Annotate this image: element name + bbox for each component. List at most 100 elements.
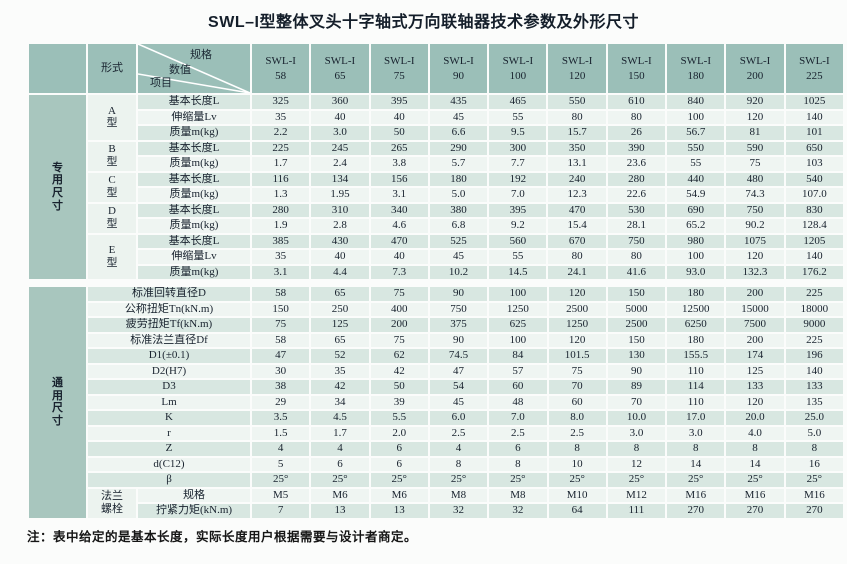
value-cell: 2.5: [429, 426, 488, 440]
value-cell: 110: [667, 395, 725, 409]
value-cell: 125: [726, 364, 784, 378]
value-cell: 16: [785, 457, 843, 471]
column-header-swl-i-90: SWL-I 90: [429, 44, 488, 93]
value-cell: 6.6: [429, 126, 488, 140]
value-cell: 23.6: [607, 157, 666, 171]
value-cell: 625: [489, 318, 547, 332]
tables-container: 形式 规格 数值 项目 SWL-I 58 SWL-I 65 SWL-I 75 SWL-I 90…: [27, 42, 845, 545]
model-prefix: SWL-I: [502, 54, 534, 67]
value-cell: 470: [548, 203, 606, 217]
value-cell: 5.0: [785, 426, 843, 440]
value-cell: 180: [667, 287, 725, 301]
value-cell: 155.5: [667, 349, 725, 363]
value-cell: 75: [252, 318, 310, 332]
table-row: D3 38 42 50 54 60 70 89 114 133 133: [29, 380, 843, 394]
value-cell: 1250: [548, 318, 606, 332]
row-label: 质量m(kg): [138, 219, 250, 233]
value-cell: 48: [489, 395, 547, 409]
table-header-row: 形式 规格 数值 项目 SWL-I 58 SWL-I 65 SWL-I 75 SWL-I 90…: [29, 44, 843, 93]
value-cell: 70: [607, 395, 666, 409]
value-cell: 54: [429, 380, 488, 394]
model-size: 180: [687, 69, 704, 82]
value-cell: 3.1: [370, 188, 428, 202]
value-cell: M6: [311, 488, 369, 502]
row-label: K: [88, 411, 251, 425]
value-cell: 225: [785, 333, 843, 347]
table-row: 公称扭矩Tn(kN.m) 150 250 400 750 1250 2500 5000 1250…: [29, 302, 843, 316]
value-cell: 100: [489, 333, 547, 347]
value-cell: 80: [607, 250, 666, 264]
value-cell: 12: [607, 457, 666, 471]
row-label: r: [88, 426, 251, 440]
model-size: 75: [393, 69, 405, 82]
value-cell: 3.5: [252, 411, 310, 425]
row-label: 基本长度L: [138, 95, 250, 109]
value-cell: 140: [785, 364, 843, 378]
value-cell: 590: [726, 141, 784, 155]
value-cell: 2.2: [252, 126, 310, 140]
column-header-swl-i-120: SWL-I 120: [548, 44, 606, 93]
value-cell: 134: [311, 172, 369, 186]
value-cell: 133: [785, 380, 843, 394]
value-cell: 670: [548, 234, 606, 248]
row-label: 拧紧力矩(kN.m): [138, 504, 251, 518]
column-header-swl-i-150: SWL-I 150: [607, 44, 666, 93]
value-cell: 58: [252, 333, 310, 347]
page-title: SWL–I型整体叉头十字轴式万向联轴器技术参数及外形尺寸: [208, 14, 639, 31]
value-cell: 56.7: [667, 126, 725, 140]
value-cell: 75: [548, 364, 606, 378]
value-cell: 245: [311, 141, 369, 155]
value-cell: 465: [489, 95, 547, 109]
value-cell: 80: [548, 110, 606, 124]
row-label: 标准法兰直径Df: [88, 333, 251, 347]
value-cell: 650: [785, 141, 843, 155]
value-cell: 840: [667, 95, 725, 109]
value-cell: 265: [370, 141, 428, 155]
value-cell: 89: [607, 380, 666, 394]
value-cell: 5.0: [429, 188, 488, 202]
value-cell: 40: [370, 250, 428, 264]
value-cell: 25°: [370, 473, 428, 487]
value-cell: 14: [726, 457, 784, 471]
header-diagonal-cell: 规格 数值 项目: [138, 44, 250, 93]
value-cell: 180: [667, 333, 725, 347]
value-cell: 156: [370, 172, 428, 186]
model-size: 200: [746, 69, 764, 82]
value-cell: 57: [489, 364, 547, 378]
side-label-general: 通 用 尺 寸: [29, 287, 86, 518]
value-cell: 24.1: [548, 265, 606, 279]
table-row: B 型基本长度L 225 245 265 290 300 350 390 550 590 650: [29, 141, 843, 171]
spec-table-special: 形式 规格 数值 项目 SWL-I 58 SWL-I 65 SWL-I 75 SWL-I 90…: [27, 42, 845, 281]
value-cell: 4.5: [311, 411, 369, 425]
table-row: 质量m(kg) 1.3 1.95 3.1 5.0 7.0 12.3 22.6 54.9 74.3 1…: [29, 188, 843, 202]
table-row: D1(±0.1) 47 52 62 74.5 84 101.5 130 155.5 174 196: [29, 349, 843, 363]
value-cell: 200: [726, 333, 784, 347]
model-prefix: SWL-I: [680, 54, 711, 67]
value-cell: 200: [726, 287, 784, 301]
value-cell: 280: [252, 203, 310, 217]
table-row: d(C12) 5 6 6 8 8 10 12 14 14 16: [29, 457, 843, 471]
value-cell: 310: [311, 203, 369, 217]
value-cell: 18000: [785, 302, 843, 316]
value-cell: 610: [607, 95, 666, 109]
value-cell: 6: [370, 442, 428, 456]
side-label-special: 专 用 尺 寸: [29, 95, 86, 279]
value-cell: 290: [429, 141, 488, 155]
diag-label-value: 数值: [169, 64, 191, 76]
value-cell: 200: [370, 318, 428, 332]
value-cell: 2500: [607, 318, 666, 332]
table-row: K 3.5 4.5 5.5 6.0 7.0 8.0 10.0 17.0 20.0 25.0: [29, 411, 843, 425]
value-cell: 39: [370, 395, 428, 409]
column-header-swl-i-65: SWL-I 65: [311, 44, 369, 93]
value-cell: 8: [548, 442, 606, 456]
model-size: 65: [334, 69, 346, 82]
value-cell: 470: [370, 234, 428, 248]
model-size: 150: [628, 69, 645, 82]
row-label: 基本长度L: [138, 141, 250, 155]
value-cell: 10.0: [607, 411, 666, 425]
value-cell: 150: [607, 287, 666, 301]
value-cell: 45: [429, 395, 488, 409]
model-prefix: SWL-I: [621, 54, 652, 67]
value-cell: 84: [489, 349, 547, 363]
